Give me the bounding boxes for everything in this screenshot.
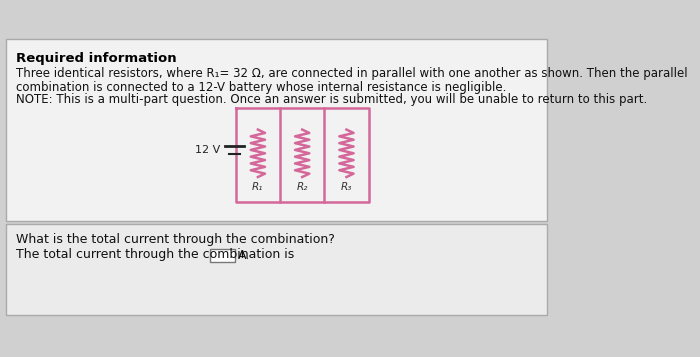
Text: Required information: Required information [16,51,176,65]
Text: R₃: R₃ [341,182,352,192]
Text: The total current through the combination is: The total current through the combinatio… [16,248,294,261]
FancyBboxPatch shape [6,224,547,315]
Text: What is the total current through the combination?: What is the total current through the co… [16,233,335,246]
Text: R₁: R₁ [252,182,264,192]
Text: 12 V: 12 V [195,145,220,155]
Text: Three identical resistors, where R₁= 32 Ω, are connected in parallel with one an: Three identical resistors, where R₁= 32 … [16,67,687,80]
FancyBboxPatch shape [6,39,547,221]
Text: R₂: R₂ [297,182,308,192]
Text: combination is connected to a 12-V battery whose internal resistance is negligib: combination is connected to a 12-V batte… [16,81,506,94]
Text: NOTE: This is a multi-part question. Once an answer is submitted, you will be un: NOTE: This is a multi-part question. Onc… [16,94,647,106]
Text: A.: A. [238,249,251,262]
Bar [209,249,235,262]
